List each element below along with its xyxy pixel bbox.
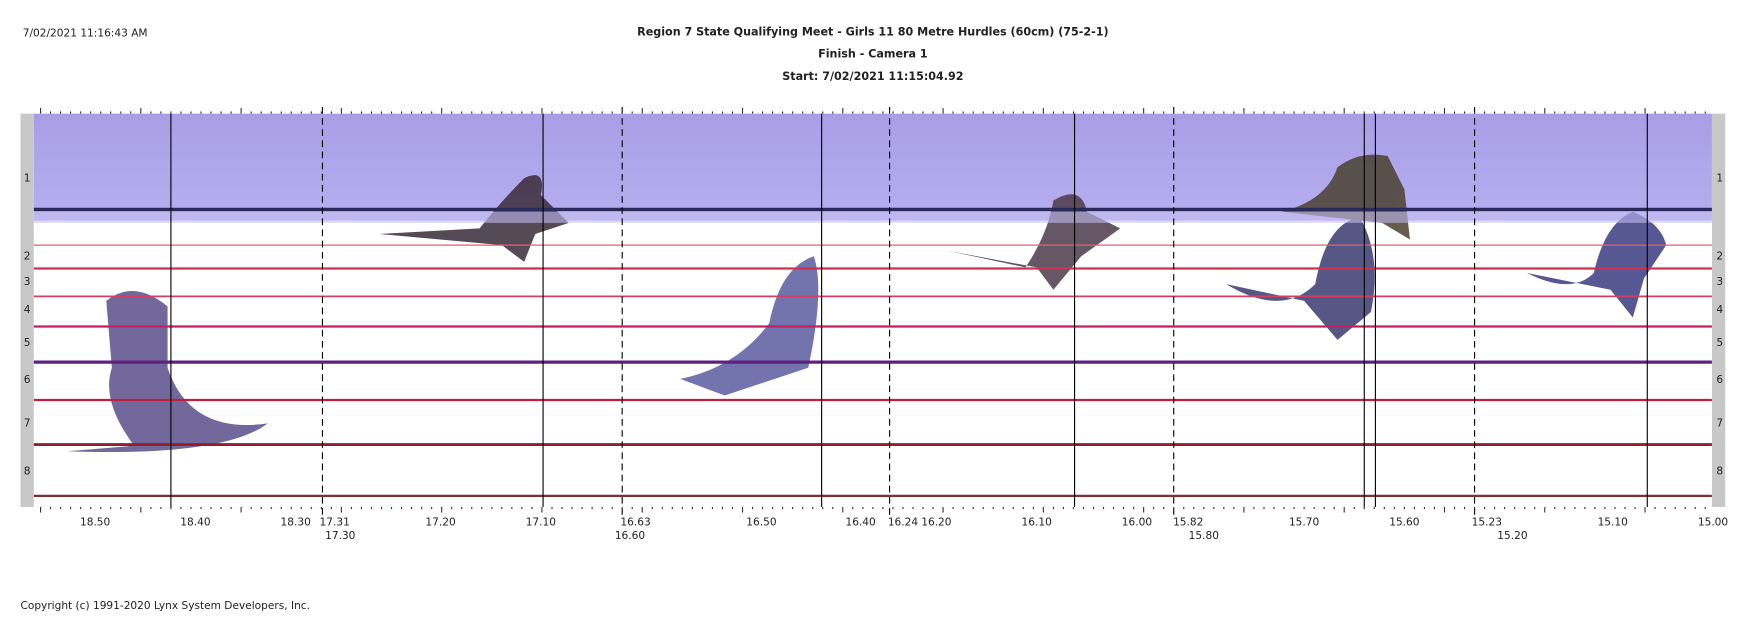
sky-band — [33, 113, 1712, 221]
subtitle: Finish - Camera 1 — [818, 48, 927, 61]
time-label: 15.82 — [1173, 517, 1203, 529]
lane-number: 3 — [1716, 276, 1723, 288]
runner — [379, 175, 569, 262]
lane-number: 5 — [24, 337, 31, 349]
time-sublabel: 15.20 — [1497, 530, 1528, 542]
time-label: 17.10 — [526, 517, 557, 529]
time-label: 17.20 — [425, 517, 456, 529]
time-label: 16.20 — [921, 517, 952, 529]
sky-haze — [33, 211, 1712, 223]
time-label: 18.50 — [80, 517, 111, 529]
lane-number: 6 — [24, 374, 31, 386]
lane-number: 5 — [1716, 337, 1723, 349]
copyright: Copyright (c) 1991-2020 Lynx System Deve… — [20, 600, 309, 612]
time-sublabel: 17.30 — [325, 530, 356, 542]
timestamp: 7/02/2021 11:16:43 AM — [23, 27, 148, 39]
lane-bar-right — [1711, 113, 1726, 507]
runner — [67, 290, 268, 453]
lane-number: 8 — [1716, 465, 1723, 477]
time-label: 16.40 — [845, 517, 876, 529]
time-label: 16.10 — [1022, 517, 1053, 529]
lane-number: 7 — [24, 417, 31, 429]
time-label: 16.24 — [888, 517, 919, 529]
lane-number: 7 — [1716, 417, 1723, 429]
start-time: Start: 7/02/2021 11:15:04.92 — [782, 70, 963, 83]
time-label: 15.10 — [1598, 517, 1629, 529]
lane-number: 1 — [24, 172, 31, 184]
lane-bar-left — [20, 113, 34, 507]
time-sublabel: 16.60 — [615, 530, 646, 542]
runner — [1226, 217, 1375, 340]
time-label: 15.60 — [1389, 517, 1420, 529]
time-label: 16.50 — [746, 517, 777, 529]
lane-number: 3 — [24, 276, 31, 288]
time-label: 16.63 — [620, 517, 650, 529]
runner — [1526, 211, 1667, 318]
time-label: 15.70 — [1289, 517, 1320, 529]
time-label: 17.31 — [320, 517, 350, 529]
title: Region 7 State Qualifying Meet - Girls 1… — [637, 25, 1108, 38]
time-label: 15.23 — [1472, 517, 1502, 529]
lane-number: 4 — [24, 304, 31, 316]
lane-number: 1 — [1716, 172, 1723, 184]
lane-number: 4 — [1716, 304, 1723, 316]
lane-number: 2 — [1716, 250, 1723, 262]
time-label: 16.00 — [1122, 517, 1153, 529]
time-label: 18.40 — [180, 517, 211, 529]
time-label: 15.00 — [1698, 517, 1729, 529]
lane-number: 8 — [24, 465, 31, 477]
lane-number: 2 — [24, 250, 31, 262]
time-sublabel: 15.80 — [1189, 530, 1220, 542]
lane-number: 6 — [1716, 374, 1723, 386]
time-label: 18.30 — [281, 517, 312, 529]
